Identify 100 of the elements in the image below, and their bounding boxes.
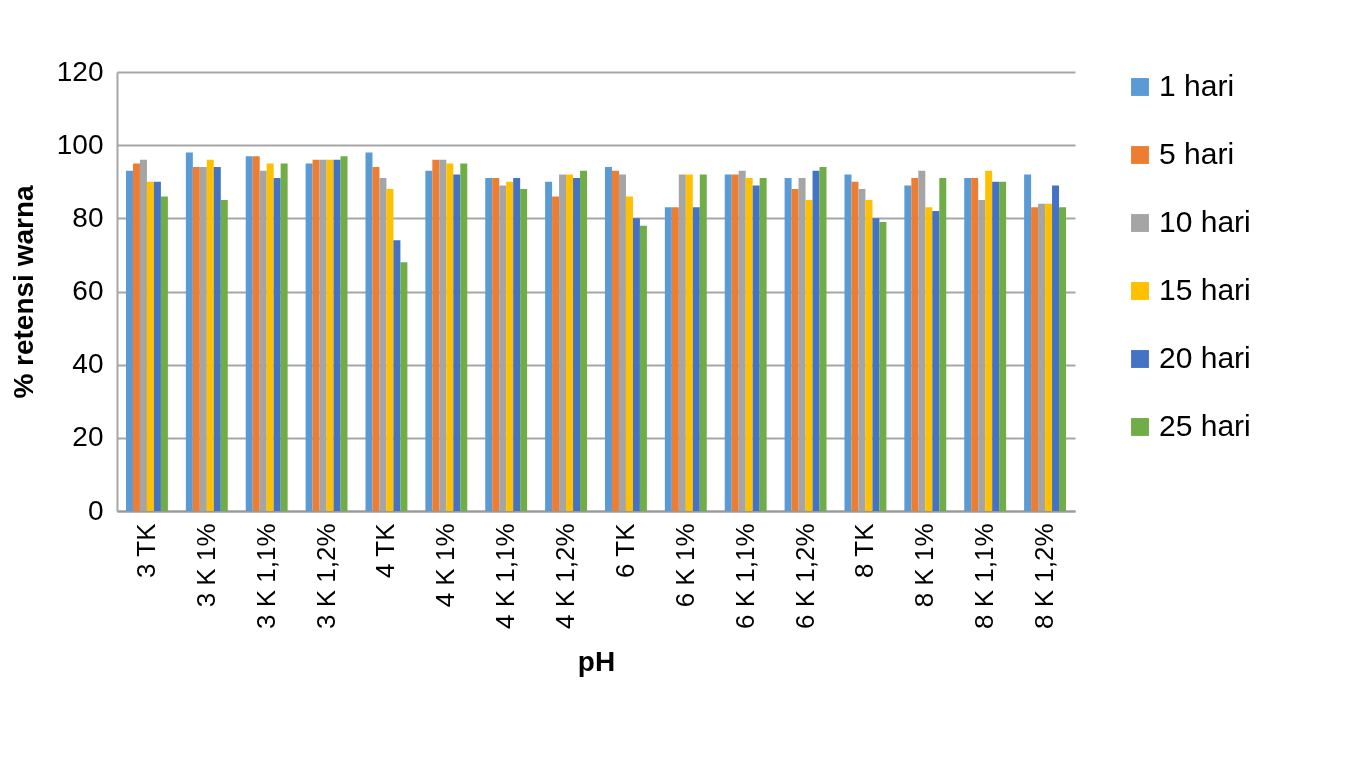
bar <box>340 156 348 511</box>
bar <box>206 159 214 511</box>
y-axis-title: % retensi warna <box>7 184 39 399</box>
x-tick-label: 3 K 1% <box>190 523 221 608</box>
bar <box>400 262 408 511</box>
bar <box>664 207 672 511</box>
bar <box>844 174 852 511</box>
bar <box>552 196 560 511</box>
bar <box>192 167 200 511</box>
bar <box>791 189 799 511</box>
x-tick-label: 4 K 1,2% <box>550 523 581 630</box>
bar <box>485 178 493 511</box>
bar <box>699 174 707 511</box>
x-axis-title: pH <box>577 646 616 678</box>
bar <box>245 156 253 511</box>
bar <box>125 170 133 511</box>
x-tick-label: 6 K 1,1% <box>729 523 760 630</box>
bar <box>393 240 401 511</box>
x-tick-label: 3 K 1,2% <box>310 523 341 630</box>
bar <box>784 178 792 511</box>
bar <box>185 152 193 511</box>
y-tick-label: 120 <box>56 55 104 87</box>
bar <box>759 178 767 511</box>
bar <box>632 218 640 511</box>
x-tick-label: 4 K 1,1% <box>490 523 521 630</box>
bar <box>573 178 581 511</box>
bar <box>566 174 574 511</box>
x-tick-label: 6 K 1% <box>669 523 700 608</box>
legend-label: 20 hari <box>1159 341 1251 374</box>
bar <box>671 207 679 511</box>
x-tick-label: 6 K 1,2% <box>789 523 820 630</box>
bar <box>731 174 739 511</box>
bar <box>312 159 320 511</box>
bar <box>925 207 933 511</box>
bar <box>432 159 440 511</box>
bar <box>752 185 760 511</box>
legend-label: 15 hari <box>1159 273 1251 306</box>
bar <box>506 181 514 511</box>
bar <box>904 185 912 511</box>
bar <box>153 181 161 511</box>
bar <box>425 170 433 511</box>
y-tick-label: 40 <box>72 348 104 380</box>
bar <box>611 170 619 511</box>
y-tick-label: 100 <box>56 128 104 160</box>
bar <box>326 159 334 511</box>
bar <box>460 163 468 511</box>
x-tick-label: 8 TK <box>849 522 880 578</box>
bar <box>333 159 341 511</box>
bar <box>971 178 979 511</box>
x-tick-label: 8 K 1,1% <box>969 523 1000 630</box>
bar <box>160 196 168 511</box>
bar <box>1045 203 1053 511</box>
bar <box>365 152 373 511</box>
bar <box>812 170 820 511</box>
bar <box>865 200 873 511</box>
x-tick-label: 4 TK <box>370 522 401 578</box>
bar <box>213 167 221 511</box>
bar <box>851 181 859 511</box>
x-tick-label: 3 K 1,1% <box>250 523 281 630</box>
bar <box>639 225 647 511</box>
bar <box>513 178 521 511</box>
bar <box>939 178 947 511</box>
x-tick-label: 8 K 1,2% <box>1029 523 1060 630</box>
bar <box>685 174 693 511</box>
bar <box>879 221 887 511</box>
bar <box>932 211 940 511</box>
legend-label: 1 hari <box>1159 69 1235 102</box>
legend-label: 10 hari <box>1159 205 1251 238</box>
bar <box>819 167 827 511</box>
legend-label: 25 hari <box>1159 409 1251 442</box>
bar <box>992 181 1000 511</box>
x-tick-label: 8 K 1% <box>909 523 940 608</box>
bar <box>545 181 553 511</box>
bar <box>266 163 274 511</box>
bar <box>1052 185 1060 511</box>
bar <box>580 170 588 511</box>
x-tick-label: 4 K 1% <box>430 523 461 608</box>
bar <box>964 178 972 511</box>
bar <box>386 189 394 511</box>
bar <box>520 189 528 511</box>
legend-label: 5 hari <box>1159 137 1235 170</box>
y-tick-label: 0 <box>87 494 104 526</box>
bar <box>446 163 454 511</box>
y-tick-label: 20 <box>72 421 104 453</box>
bar <box>724 174 732 511</box>
x-tick-label: 6 TK <box>609 522 640 578</box>
bar <box>372 167 380 511</box>
bar <box>1059 207 1067 511</box>
bar <box>280 163 288 511</box>
y-tick-label: 60 <box>72 275 104 306</box>
y-tick-label: 80 <box>72 201 104 233</box>
bar <box>273 178 281 511</box>
bar <box>805 200 813 511</box>
bar <box>604 167 612 511</box>
bar <box>745 178 753 511</box>
bar <box>1031 207 1039 511</box>
bar <box>252 156 260 511</box>
bar <box>999 181 1007 511</box>
bar <box>911 178 919 511</box>
bar <box>625 196 633 511</box>
